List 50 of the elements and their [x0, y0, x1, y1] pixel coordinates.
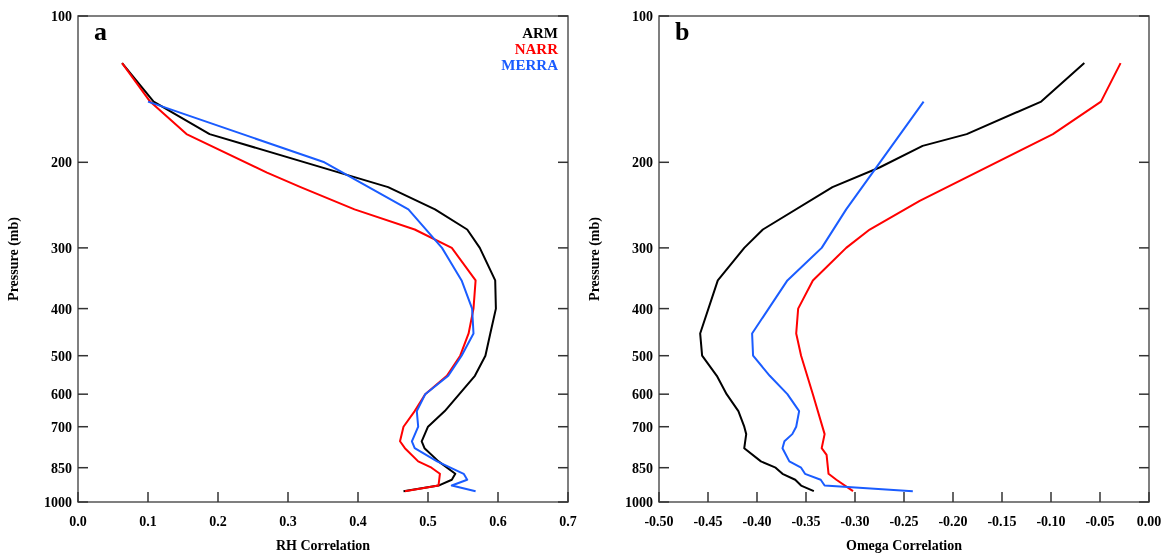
- line-series: [751, 100, 925, 493]
- x-tick-label: 0.00: [1136, 514, 1162, 529]
- y-tick-label: 700: [632, 419, 653, 435]
- chart-title: a: [94, 17, 107, 46]
- y-tick-label: 100: [632, 8, 653, 24]
- x-tick-label: -0.30: [840, 514, 870, 529]
- x-tick-label: -0.50: [644, 514, 674, 529]
- x-tick-label: -0.10: [1036, 514, 1066, 529]
- x-tick-label: 0.6: [489, 514, 507, 529]
- y-tick-label: 600: [51, 387, 72, 403]
- x-tick-label: 0.3: [279, 514, 297, 529]
- x-tick-label: -0.05: [1085, 514, 1115, 529]
- y-tick-label: 700: [51, 419, 72, 435]
- x-tick-label: -0.20: [938, 514, 968, 529]
- y-tick-label: 850: [632, 460, 653, 476]
- y-axis-title: Pressure (mb): [6, 216, 22, 301]
- x-tick-label: 0.1: [139, 514, 157, 529]
- x-tick-label: 0.5: [419, 514, 437, 529]
- y-tick-label: 400: [632, 301, 653, 317]
- x-tick-label: 0.7: [559, 514, 577, 529]
- y-tick-label: 500: [51, 348, 72, 364]
- y-tick-label: 1000: [44, 494, 72, 510]
- text: MERRA: [501, 57, 559, 73]
- y-tick-label: 400: [51, 301, 72, 317]
- x-axis-title: RH Correlation: [275, 538, 371, 553]
- x-tick-label: -0.35: [791, 514, 821, 529]
- x-tick-label: -0.45: [693, 514, 723, 529]
- line-series: [147, 100, 477, 493]
- x-tick-label: 0.0: [69, 514, 87, 529]
- x-tick-label: -0.15: [987, 514, 1017, 529]
- x-axis-title: Omega Correlation: [846, 538, 963, 553]
- x-tick-label: 0.2: [209, 514, 227, 529]
- text: NARR: [514, 41, 559, 57]
- text: ARM: [522, 25, 558, 41]
- x-tick-label: -0.25: [889, 514, 919, 529]
- y-tick-label: 100: [51, 8, 72, 24]
- line-series: [795, 62, 1122, 493]
- y-tick-label: 200: [632, 155, 653, 171]
- line-series: [699, 62, 1086, 493]
- y-tick-label: 300: [51, 240, 72, 256]
- y-tick-label: 200: [51, 155, 72, 171]
- y-axis-title: Pressure (mb): [587, 216, 603, 301]
- y-tick-label: 500: [632, 348, 653, 364]
- chart-title: b: [675, 17, 690, 46]
- x-tick-label: -0.40: [742, 514, 772, 529]
- y-tick-label: 600: [632, 387, 653, 403]
- y-tick-label: 300: [632, 240, 653, 256]
- y-tick-label: 1000: [625, 494, 653, 510]
- y-tick-label: 850: [51, 460, 72, 476]
- x-tick-label: 0.4: [349, 514, 367, 529]
